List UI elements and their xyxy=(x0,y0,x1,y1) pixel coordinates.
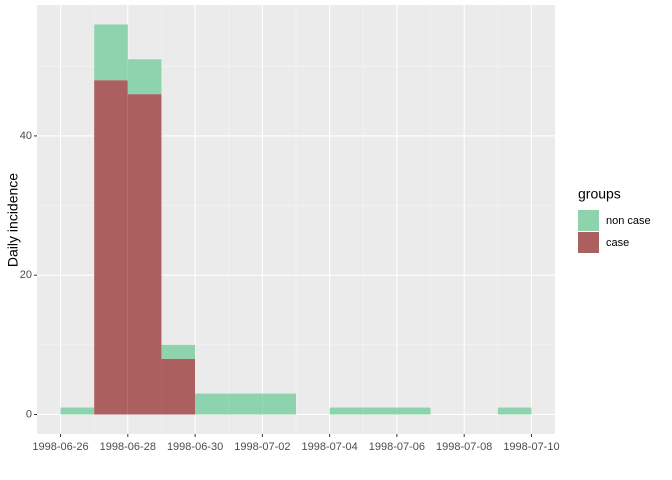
x-tick-label: 1998-06-30 xyxy=(167,441,223,453)
bar xyxy=(228,393,263,415)
bar xyxy=(195,393,229,415)
x-tick-label: 1998-07-08 xyxy=(436,441,492,453)
y-axis-title: Daily incidence xyxy=(5,173,21,267)
bar xyxy=(94,80,128,415)
x-tick-label: 1998-07-02 xyxy=(234,441,290,453)
bar xyxy=(329,407,364,415)
bar xyxy=(161,344,196,359)
bar xyxy=(396,407,431,415)
bar xyxy=(161,358,196,415)
x-tick-label: 1998-07-04 xyxy=(301,441,357,453)
bar xyxy=(127,59,162,95)
bar xyxy=(497,407,532,415)
y-tick-label: 20 xyxy=(20,269,32,281)
bar xyxy=(262,393,296,415)
bar xyxy=(60,407,95,415)
bar xyxy=(127,94,162,415)
bar xyxy=(363,407,397,415)
x-tick-label: 1998-07-06 xyxy=(369,441,425,453)
legend-label: case xyxy=(606,237,629,249)
x-tick-label: 1998-06-26 xyxy=(32,441,88,453)
bar xyxy=(94,24,128,81)
x-tick-label: 1998-06-28 xyxy=(100,441,156,453)
legend-key xyxy=(578,232,599,253)
legend-label: non case xyxy=(606,215,651,227)
y-tick-label: 0 xyxy=(26,408,32,420)
x-tick-label: 1998-07-10 xyxy=(503,441,559,453)
y-tick-label: 40 xyxy=(20,130,32,142)
legend-title: groups xyxy=(578,186,621,202)
legend-key xyxy=(578,210,599,231)
